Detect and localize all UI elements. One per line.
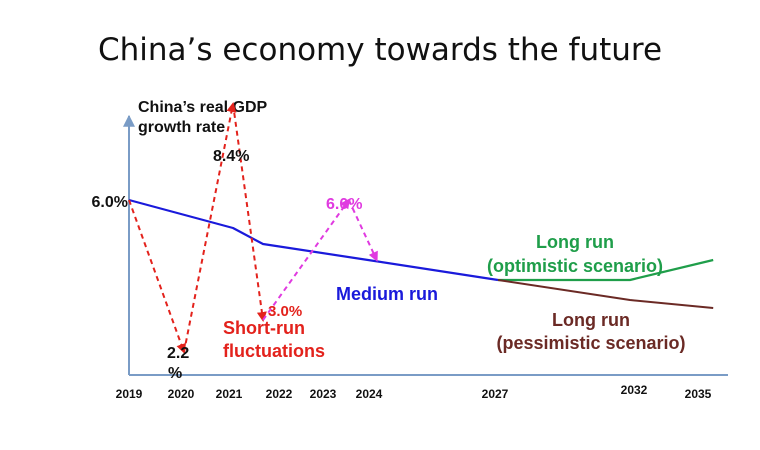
x-tick-label: 2019 [116,387,143,401]
series-short-run-rebound-segment [347,199,378,262]
x-tick-label: 2035 [685,387,712,401]
x-tick-label: 2022 [266,387,293,401]
x-tick-label: 2024 [356,387,383,401]
annotation-short-run-line-1: Short-run [223,318,305,338]
data-label-peak-2023: 6.0% [326,196,362,213]
data-label-high-2021: 8.4% [213,148,249,165]
chart-title: China’s economy towards the future [97,32,663,68]
x-tick-labels: 2019 2020 2021 2022 2023 2024 2027 2032 2035 [116,383,712,401]
series-layer [128,102,714,354]
series-short-run-rebound-segment [262,198,350,321]
x-tick-label: 2021 [216,387,243,401]
annotation-long-run-pessimistic-line-2: (pessimistic scenario) [496,333,685,353]
series-long-run-optimistic [498,258,714,282]
series-short-run-fluctuations-segment [183,102,237,353]
data-label-low-2020-line-1: 2.2 [167,345,189,362]
y-axis-label-line-1: China’s real GDP [138,99,268,116]
annotation-long-run-optimistic-line-1: Long run [536,232,614,252]
data-label-low-2022: 3.0% [268,303,302,320]
x-tick-label: 2027 [482,387,509,401]
annotation-long-run-pessimistic-line-1: Long run [552,310,630,330]
data-label-start: 6.0% [92,194,128,211]
annotation-short-run-line-2: fluctuations [223,341,325,361]
y-axis-label-line-2: growth rate [138,119,225,136]
series-short-run-fluctuations-segment [232,103,267,322]
annotation-long-run-optimistic-line-2: (optimistic scenario) [487,256,663,276]
series-short-run-fluctuations-segment [128,199,186,354]
x-tick-label: 2023 [310,387,337,401]
x-tick-label: 2020 [168,387,195,401]
annotation-medium-run: Medium run [336,284,438,304]
series-long-run-pessimistic [497,279,714,309]
data-label-low-2020-line-2: % [168,365,182,382]
x-tick-label: 2032 [621,383,648,397]
series-medium-run [128,198,499,282]
